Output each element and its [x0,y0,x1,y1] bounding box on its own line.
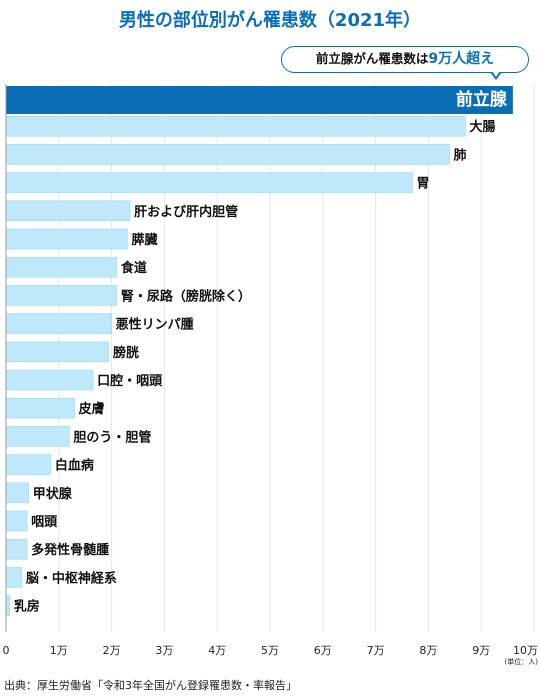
bar [5,482,30,504]
bar-chart: 0 1万 2万 3万 4万 5万 6万 7万 8万 9万 10万(単位：人) 前立腺大腸肺胃肝および肝… [3,84,539,666]
x-tick-label: 8万 [419,644,437,657]
bar-category-label: 咽頭 [31,515,58,530]
x-tick-label: 2万 [103,644,121,657]
x-tick-label: 3万 [155,644,173,657]
bar-category-label: 多発性骨髄腫 [31,542,109,558]
unit-label: (単位：人) [505,657,539,666]
bar [5,369,94,391]
x-tick-label: 9万 [472,644,490,657]
bar-category-label: 胆のう・胆管 [73,429,151,445]
bar-category-label: 腎・尿路（膀胱除く） [121,288,251,304]
bar [5,285,118,306]
bar-category-label: 甲状腺 [33,486,73,502]
bar [5,200,131,222]
bar [5,144,450,165]
x-tick-label: 0 [3,644,10,657]
bar [5,256,118,278]
bar-category-label: 膵臓 [131,232,157,248]
bar-category-label: 口腔・咽頭 [97,373,163,389]
callout-tail-inner [492,71,500,77]
bar [5,426,70,447]
bar [5,172,413,193]
bar [5,313,112,334]
bar-category-label: 悪性リンパ腫 [116,317,194,333]
bar [5,595,10,616]
bar [6,86,513,114]
x-tick-label: 10万 [513,644,538,657]
bar [5,454,52,475]
bar [5,538,28,560]
bar-category-label: 胃 [417,177,430,192]
bar [5,567,23,588]
x-tick-label: 4万 [208,644,226,657]
bar-category-label: 食道 [121,260,147,276]
bar-category-label: 脳・中枢神経系 [26,570,117,586]
bar-category-label: 大腸 [469,119,495,135]
source-note: 出典：厚生労働省「令和3年全国がん登録罹患数・率報告」 [4,679,297,692]
callout-bubble: 前立腺がん罹患数は9万人超え [281,46,529,73]
callout-prefix: 前立腺がん罹患数は [315,51,429,66]
bar [5,115,466,137]
bar-category-label: 皮膚 [78,401,105,417]
chart-title: 男性の部位別がん罹患数（2021年） [118,10,422,31]
bar-category-label: 前立腺 [456,89,508,110]
x-tick-label: 7万 [367,644,385,657]
bar-category-label: 膀胱 [112,345,139,361]
x-tick-label: 5万 [261,644,279,657]
x-tick-label: 6万 [314,644,332,657]
bar [5,510,28,532]
callout-highlight: 9万人超え [428,51,495,67]
bar [5,228,128,250]
x-tick-label: 1万 [50,644,68,657]
bar [5,397,75,419]
bar-category-label: 肺 [454,147,467,163]
bar-category-label: 乳房 [14,599,40,615]
bar-category-label: 肝および肝内胆管 [134,204,238,220]
bar [5,341,110,363]
bar-category-label: 白血病 [55,458,94,474]
